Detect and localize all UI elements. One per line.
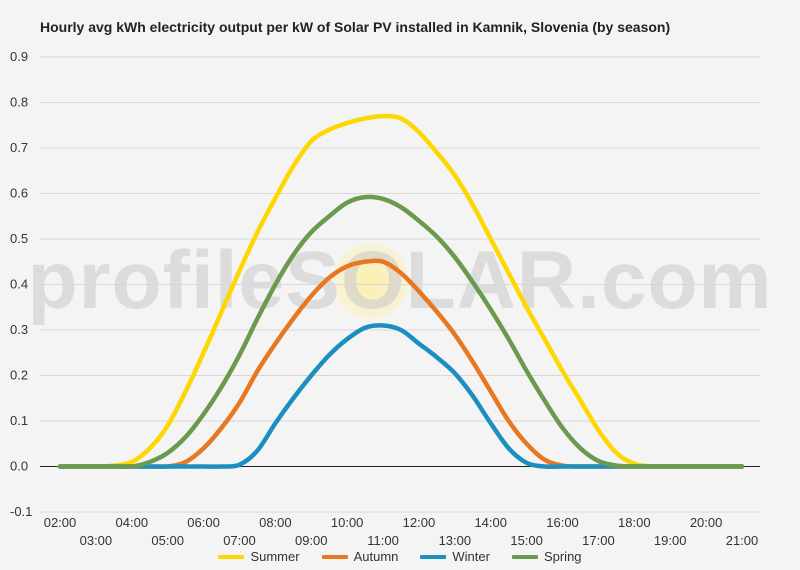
x-tick-label: 03:00 bbox=[80, 533, 113, 548]
x-tick-label: 20:00 bbox=[690, 515, 723, 530]
legend-swatch bbox=[420, 554, 447, 559]
x-tick-label: 07:00 bbox=[223, 533, 256, 548]
x-tick-label: 21:00 bbox=[726, 533, 759, 548]
legend-item-spring[interactable]: Spring bbox=[511, 549, 582, 564]
x-tick-label: 06:00 bbox=[187, 515, 220, 530]
x-tick-label: 10:00 bbox=[331, 515, 364, 530]
x-tick-label: 18:00 bbox=[618, 515, 651, 530]
x-tick-label: 11:00 bbox=[367, 533, 399, 548]
legend: Summer Autumn Winter Spring bbox=[0, 549, 800, 564]
x-tick-label: 04:00 bbox=[116, 515, 149, 530]
y-tick-label: 0.9 bbox=[10, 49, 28, 64]
x-tick-label: 05:00 bbox=[151, 533, 184, 548]
x-tick-label: 15:00 bbox=[510, 533, 543, 548]
x-tick-label: 12:00 bbox=[403, 515, 436, 530]
x-tick-label: 17:00 bbox=[582, 533, 615, 548]
legend-swatch bbox=[218, 554, 245, 559]
x-tick-label: 14:00 bbox=[474, 515, 507, 530]
x-tick-label: 13:00 bbox=[439, 533, 472, 548]
x-tick-label: 16:00 bbox=[546, 515, 579, 530]
y-tick-label: 0.8 bbox=[10, 95, 28, 110]
series-line-summer bbox=[57, 113, 745, 469]
y-tick-label: 0.4 bbox=[10, 277, 28, 292]
y-tick-label: -0.1 bbox=[10, 504, 32, 519]
x-tick-label: 19:00 bbox=[654, 533, 687, 548]
y-tick-label: 0.5 bbox=[10, 231, 28, 246]
y-tick-label: 0.6 bbox=[10, 186, 28, 201]
legend-item-winter[interactable]: Winter bbox=[420, 549, 490, 564]
legend-swatch bbox=[511, 554, 538, 559]
chart-title: Hourly avg kWh electricity output per kW… bbox=[40, 19, 671, 35]
x-tick-label: 08:00 bbox=[259, 515, 292, 530]
y-tick-label: 0.0 bbox=[10, 459, 28, 474]
legend-item-summer[interactable]: Summer bbox=[218, 549, 300, 564]
legend-label: Summer bbox=[250, 549, 300, 564]
x-tick-label: 02:00 bbox=[44, 515, 77, 530]
series-line-winter bbox=[57, 323, 745, 470]
y-tick-label: 0.1 bbox=[10, 413, 28, 428]
series-line-spring bbox=[57, 194, 745, 470]
y-tick-label: 0.3 bbox=[10, 322, 28, 337]
legend-swatch bbox=[321, 554, 348, 559]
legend-label: Autumn bbox=[353, 549, 399, 564]
y-tick-label: 0.2 bbox=[10, 368, 28, 383]
x-tick-label: 09:00 bbox=[295, 533, 328, 548]
legend-label: Winter bbox=[452, 549, 490, 564]
y-tick-label: 0.7 bbox=[10, 140, 28, 155]
legend-item-autumn[interactable]: Autumn bbox=[321, 549, 399, 564]
legend-label: Spring bbox=[543, 549, 582, 564]
